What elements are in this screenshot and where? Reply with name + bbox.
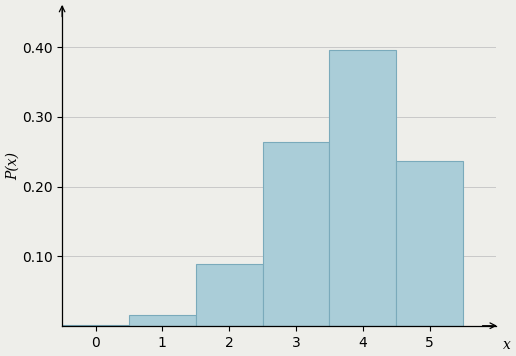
Bar <box>396 161 463 326</box>
Bar <box>129 315 196 326</box>
Bar <box>263 142 329 326</box>
Text: x: x <box>503 338 511 352</box>
Y-axis label: P(x): P(x) <box>6 152 20 180</box>
Bar <box>329 50 396 326</box>
Bar <box>196 265 263 326</box>
Bar <box>62 325 129 326</box>
